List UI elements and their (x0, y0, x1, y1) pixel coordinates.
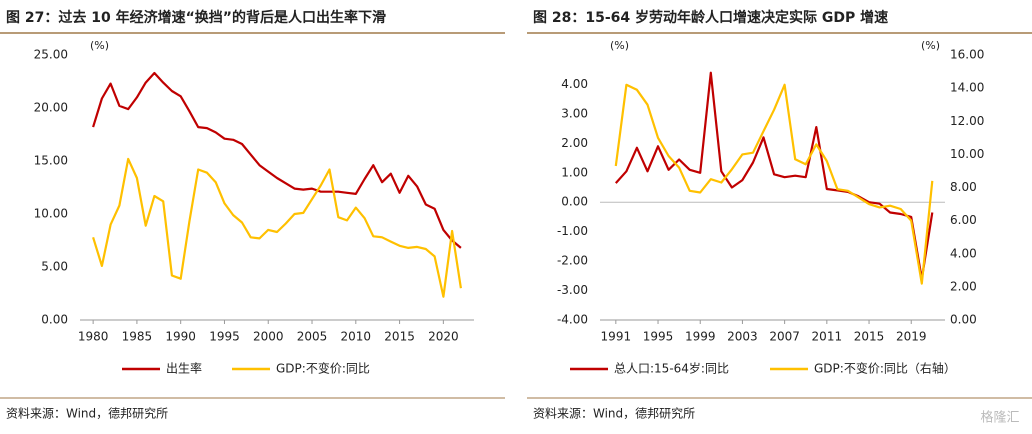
y2-tick-label: 0.00 (950, 313, 977, 327)
watermark: 格隆汇 (980, 410, 1019, 426)
x-tick-label: 2003 (727, 330, 758, 344)
series-line (614, 83, 934, 285)
y-tick-label: 10.00 (34, 207, 68, 221)
y-tick-label: -2.00 (557, 254, 588, 268)
x-tick-label: 1980 (78, 330, 109, 344)
x-tick-label: 2000 (253, 330, 284, 344)
y-tick-label: 0.00 (41, 313, 68, 327)
x-tick-label: 2019 (896, 330, 927, 344)
y-tick-label: 25.00 (34, 48, 68, 62)
y2-tick-label: 10.00 (950, 147, 984, 161)
x-tick-label: 1991 (601, 330, 632, 344)
y-tick-label: 0.00 (561, 195, 588, 209)
x-tick-label: 1990 (165, 330, 196, 344)
chart-title: 图 27：过去 10 年经济增速“换挡”的背后是人口出生率下滑 (6, 9, 386, 26)
x-tick-label: 1995 (209, 330, 240, 344)
x-tick-label: 2011 (812, 330, 843, 344)
legend-label: 总人口:15-64岁:同比 (614, 361, 729, 376)
y2-tick-label: 16.00 (950, 48, 984, 62)
y-tick-label: 5.00 (41, 260, 68, 274)
y2-tick-label: 4.00 (950, 246, 977, 260)
y-tick-label: -4.00 (557, 313, 588, 327)
y-tick-label: 15.00 (34, 154, 68, 168)
y-axis-label: (%) (90, 39, 109, 52)
y-axis-label: (%) (610, 39, 629, 52)
y2-tick-label: 12.00 (950, 114, 984, 128)
series-line (614, 71, 934, 280)
x-tick-label: 2005 (297, 330, 328, 344)
source: 资料来源：Wind，德邦研究所 (533, 406, 695, 421)
y-tick-label: 1.00 (561, 165, 588, 179)
y2-axis-label: (%) (921, 39, 940, 52)
y2-tick-label: 6.00 (950, 213, 977, 227)
y-tick-label: -3.00 (557, 283, 588, 297)
legend-label: GDP:不变价:同比（右轴） (814, 361, 956, 376)
y2-tick-label: 14.00 (950, 81, 984, 95)
x-tick-label: 1999 (685, 330, 716, 344)
y-tick-label: 20.00 (34, 101, 68, 115)
legend-label: GDP:不变价:同比 (276, 361, 370, 376)
x-tick-label: 2015 (384, 330, 415, 344)
y2-tick-label: 2.00 (950, 279, 977, 293)
x-tick-label: 2007 (769, 330, 800, 344)
y2-tick-label: 8.00 (950, 180, 977, 194)
y-tick-label: 3.00 (561, 106, 588, 120)
x-tick-label: 2020 (428, 330, 459, 344)
source: 资料来源：Wind，德邦研究所 (6, 406, 168, 421)
x-tick-label: 1995 (643, 330, 674, 344)
x-tick-label: 1985 (122, 330, 153, 344)
series-line (92, 71, 462, 249)
y-tick-label: 2.00 (561, 136, 588, 150)
x-tick-label: 2015 (854, 330, 885, 344)
chart-title: 图 28：15-64 岁劳动年龄人口增速决定实际 GDP 增速 (533, 9, 888, 26)
legend-label: 出生率 (166, 361, 202, 376)
x-tick-label: 2010 (341, 330, 372, 344)
y-tick-label: -1.00 (557, 224, 588, 238)
series-line (92, 157, 462, 298)
y-tick-label: 4.00 (561, 77, 588, 91)
